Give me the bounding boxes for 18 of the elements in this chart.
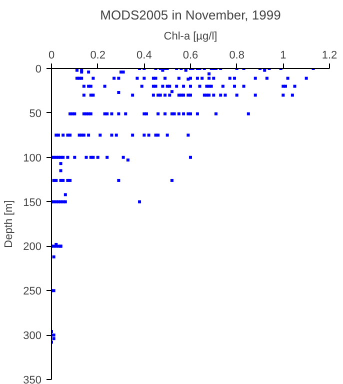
x-tick-label: 0.4 (136, 50, 152, 62)
y-tick-label: 50 (29, 108, 42, 120)
y-tick-label: 350 (23, 374, 42, 384)
x-tick-label: 0.6 (182, 50, 198, 62)
y-tick-label: 150 (23, 196, 42, 209)
y-tick-label: 300 (23, 330, 42, 342)
y-tick-label: 100 (23, 152, 42, 164)
x-tick-label: 0.8 (229, 50, 244, 62)
x-tick-label: 1.2 (322, 50, 338, 62)
x-axis-title: Chl-a [µg/l] (164, 30, 218, 42)
y-tick-label: 0 (35, 64, 42, 76)
y-tick-label: 200 (23, 241, 42, 254)
y-tick-label: 250 (23, 286, 42, 298)
chart-title: MODS2005 in November, 1999 (100, 8, 281, 22)
y-axis-title: Depth [m] (3, 200, 16, 248)
x-tick-label: 1 (280, 50, 286, 62)
x-tick-label: 0.2 (90, 50, 106, 62)
x-tick-label: 0 (48, 50, 55, 62)
